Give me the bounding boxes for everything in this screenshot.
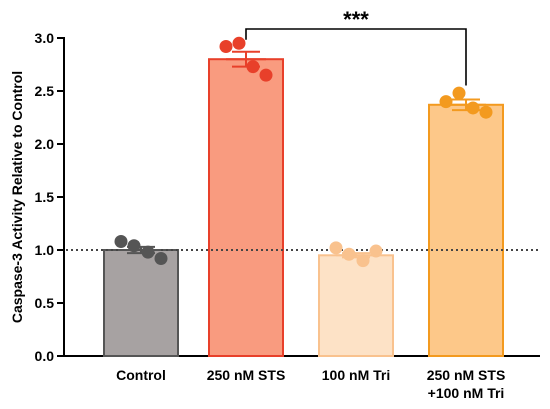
data-point [259, 68, 273, 82]
data-point [232, 36, 246, 50]
x-category-label: 100 nM Tri [322, 367, 390, 383]
bar [103, 249, 179, 357]
data-point [342, 247, 356, 261]
bar [428, 103, 504, 357]
data-point [154, 251, 168, 265]
significance-bracket [245, 28, 467, 86]
data-point [479, 105, 493, 119]
data-point [127, 239, 141, 253]
x-category-label: 250 nM STS [207, 367, 286, 383]
y-axis-title: Caspase-3 Activity Relative to Control [9, 71, 25, 323]
data-point [219, 39, 233, 53]
data-point [439, 95, 453, 109]
x-category-label: 250 nM STS [427, 367, 506, 383]
y-tick-label: 2.0 [35, 136, 55, 152]
y-tick-label: 2.5 [35, 83, 55, 99]
data-point [369, 244, 383, 258]
data-point [356, 254, 370, 268]
data-point [141, 245, 155, 259]
x-category-label: +100 nM Tri [428, 385, 505, 401]
bar [208, 58, 284, 357]
significance-label: *** [343, 7, 369, 32]
bar-group-1 [208, 58, 284, 357]
data-point [466, 101, 480, 115]
x-category-label: Control [116, 367, 166, 383]
y-tick-label: 3.0 [35, 30, 55, 46]
bar-group-0 [103, 249, 179, 357]
y-tick-label: 0.5 [35, 295, 55, 311]
data-point [452, 86, 466, 100]
data-point [329, 241, 343, 255]
bar [318, 254, 394, 357]
bar-group-3 [428, 103, 504, 357]
y-tick-label: 1.5 [35, 189, 55, 205]
bar-group-2 [318, 254, 394, 357]
y-tick-label: 0.0 [35, 348, 55, 364]
data-point [246, 60, 260, 74]
data-point [114, 235, 128, 249]
y-tick-label: 1.0 [35, 242, 55, 258]
